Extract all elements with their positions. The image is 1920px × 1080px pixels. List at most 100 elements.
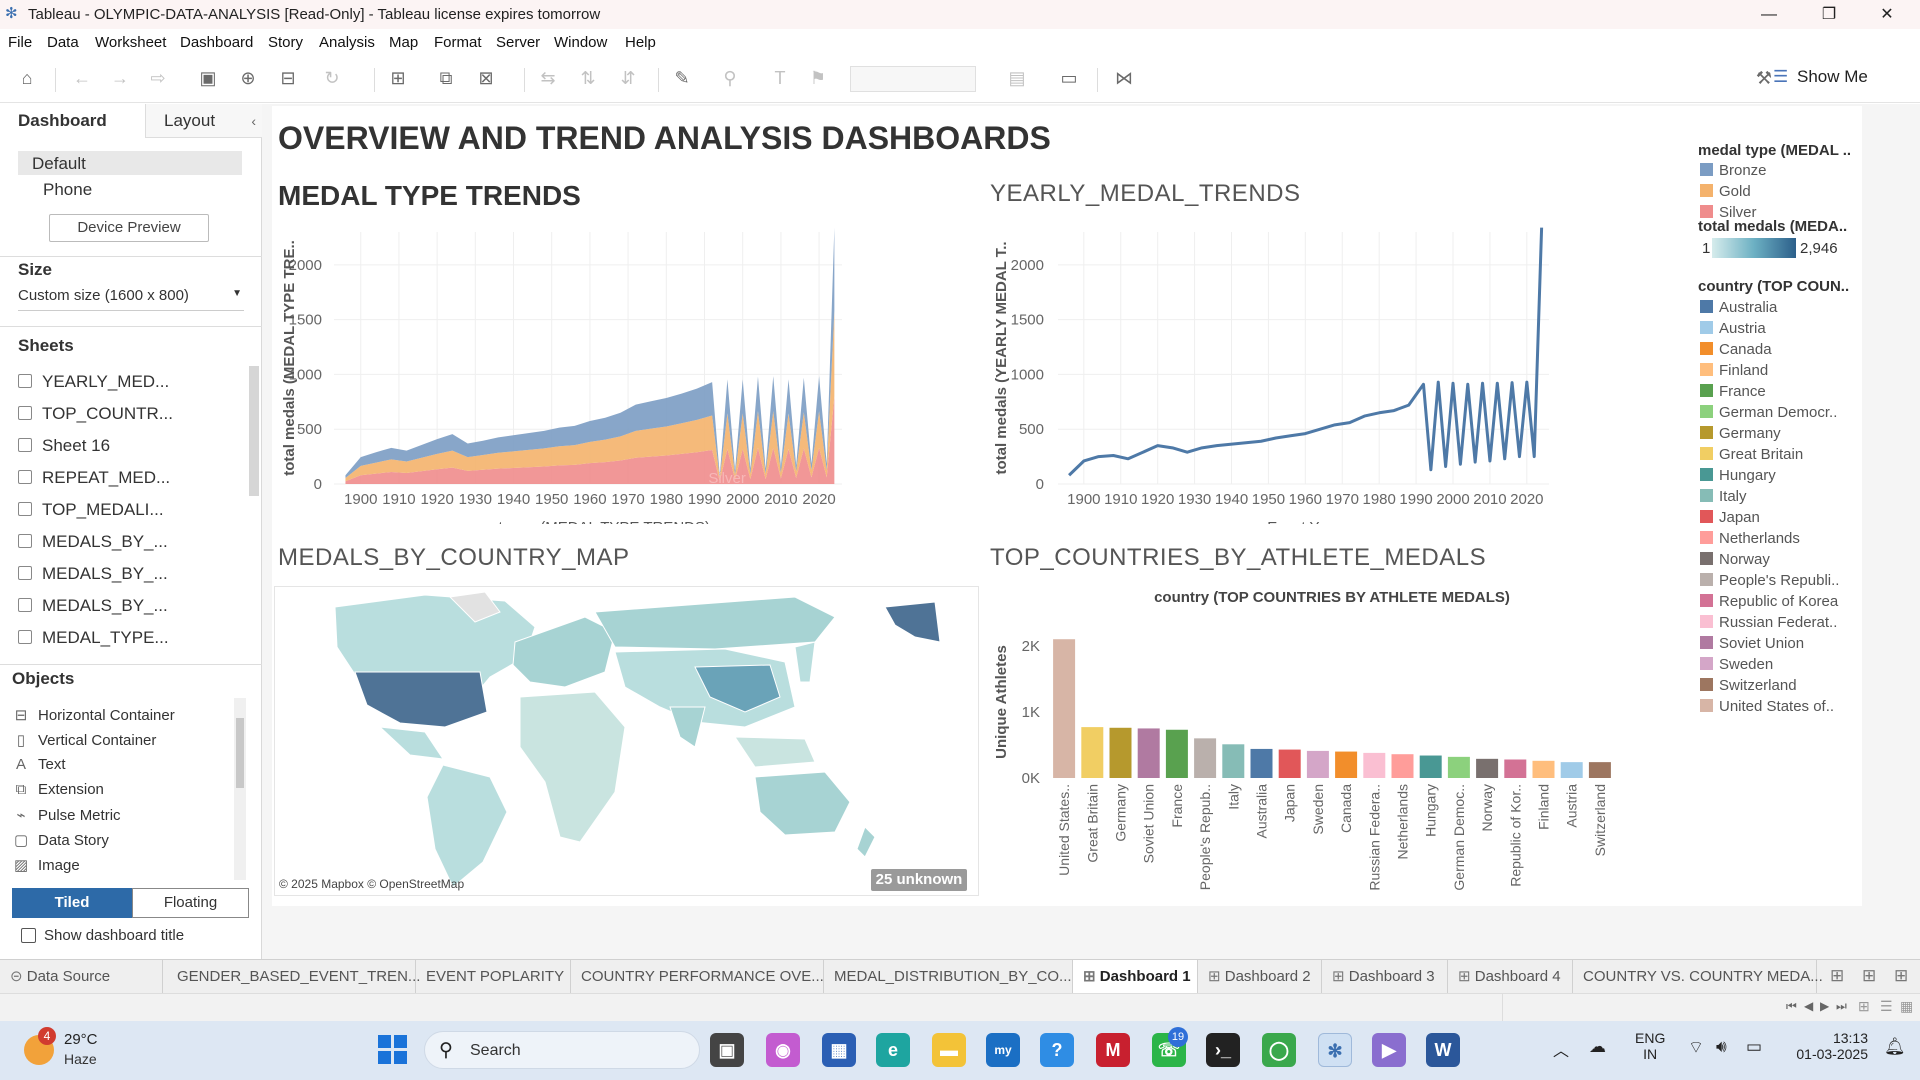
tab-sheet[interactable]: GENDER_BASED_EVENT_TREN... bbox=[167, 960, 420, 994]
map-india[interactable] bbox=[669, 706, 706, 748]
task-view-icon[interactable]: ▣ bbox=[710, 1033, 744, 1067]
tab-dashboard-1[interactable]: ⊞ Dashboard 1 bbox=[1073, 960, 1198, 994]
list-view-icon[interactable]: ☰ bbox=[1880, 998, 1893, 1014]
tableau-taskbar-icon[interactable]: ✻ bbox=[1318, 1033, 1352, 1067]
tab-sheet[interactable]: COUNTRY VS. COUNTRY MEDA... bbox=[1573, 960, 1823, 994]
redo-icon[interactable]: → bbox=[111, 68, 129, 88]
minimize-button[interactable]: — bbox=[1761, 6, 1777, 23]
filmstrip-view-icon[interactable]: ▦ bbox=[1900, 998, 1914, 1014]
medals-map[interactable]: © 2025 Mapbox © OpenStreetMap 25 unknown bbox=[274, 586, 979, 896]
home-icon[interactable]: ⌂ bbox=[21, 68, 33, 88]
menu-file[interactable]: File bbox=[8, 34, 33, 51]
word-icon[interactable]: W bbox=[1426, 1033, 1460, 1067]
windows-start-icon[interactable] bbox=[378, 1035, 408, 1065]
map-new-zealand[interactable] bbox=[856, 826, 876, 858]
floating-button[interactable]: Floating bbox=[132, 888, 249, 918]
grid-view-icon[interactable]: ⊞ bbox=[1858, 998, 1870, 1014]
map-greenland[interactable] bbox=[448, 591, 501, 623]
map-australia[interactable] bbox=[754, 771, 851, 836]
menu-dashboard[interactable]: Dashboard bbox=[180, 34, 254, 51]
tab-data-source[interactable]: ⊝ Data Source bbox=[0, 960, 163, 994]
object-image[interactable]: ▨ Image bbox=[14, 856, 80, 874]
copilot-icon[interactable]: ◉ bbox=[766, 1033, 800, 1067]
presentation-mode-icon[interactable]: ▭ bbox=[1060, 68, 1078, 88]
map-africa[interactable] bbox=[519, 691, 626, 843]
legend-item[interactable]: Austria bbox=[1700, 320, 1766, 337]
object-vertical-container[interactable]: ▯ Vertical Container bbox=[14, 731, 157, 749]
map-indonesia[interactable] bbox=[734, 736, 816, 768]
device-phone[interactable]: Phone bbox=[43, 180, 93, 199]
yearly-medal-line-chart[interactable]: 1900 1910 1920 1930 1940 1950 1960 1970 1980 1990… bbox=[984, 224, 1664, 524]
close-button[interactable]: ✕ bbox=[1880, 6, 1894, 23]
labels-icon[interactable]: T bbox=[774, 68, 786, 88]
legend-item[interactable]: Italy bbox=[1700, 488, 1747, 505]
legend-item[interactable]: People's Republi.. bbox=[1700, 572, 1839, 589]
sheet-item[interactable]: MEDALS_BY_... bbox=[18, 596, 168, 616]
sort-descending-icon[interactable]: ⇵ bbox=[620, 68, 636, 88]
show-me-icon[interactable]: ☰ bbox=[1773, 67, 1789, 86]
new-story-icon[interactable]: ⊞ bbox=[1894, 966, 1909, 985]
app-ring-icon[interactable]: ◯ bbox=[1262, 1033, 1296, 1067]
volume-icon[interactable]: 🔊︎ bbox=[1716, 1037, 1727, 1056]
last-sheet-icon[interactable]: ⏭ bbox=[1836, 999, 1847, 1013]
sheet-item[interactable]: Sheet 16 bbox=[18, 436, 110, 456]
menu-data[interactable]: Data bbox=[47, 34, 79, 51]
sheet-item[interactable]: TOP_MEDALI... bbox=[18, 500, 164, 520]
scrollbar-thumb[interactable] bbox=[236, 718, 244, 788]
pause-updates-icon[interactable]: ⊟ bbox=[280, 68, 296, 88]
onedrive-icon[interactable]: ☁ bbox=[1589, 1037, 1606, 1056]
notification-icon[interactable]: 🔔︎ bbox=[1884, 1037, 1906, 1056]
legend-item[interactable]: Australia bbox=[1700, 299, 1777, 316]
highlight-icon[interactable]: ✎ bbox=[674, 68, 690, 88]
legend-item[interactable]: Gold bbox=[1700, 183, 1751, 200]
prev-sheet-icon[interactable]: ◀ bbox=[1804, 999, 1814, 1013]
edge-icon[interactable]: e bbox=[876, 1033, 910, 1067]
new-worksheet-icon[interactable]: ⊞ bbox=[1830, 966, 1845, 985]
chevron-up-icon[interactable]: ︿ bbox=[1553, 1043, 1570, 1060]
map-europe[interactable] bbox=[512, 616, 616, 688]
legend-item[interactable]: Hungary bbox=[1700, 467, 1776, 484]
tab-sheet[interactable]: MEDAL_DISTRIBUTION_BY_CO... bbox=[824, 960, 1073, 994]
map-russia[interactable] bbox=[594, 596, 836, 650]
show-cards-icon[interactable]: ▤ bbox=[1008, 68, 1026, 88]
menu-analysis[interactable]: Analysis bbox=[319, 34, 375, 51]
object-extension[interactable]: ⧉ Extension bbox=[14, 781, 104, 798]
object-data-story[interactable]: ▢ Data Story bbox=[14, 831, 109, 849]
legend-item[interactable]: Switzerland bbox=[1700, 677, 1797, 694]
new-worksheet-icon[interactable]: ⊞ bbox=[390, 68, 406, 88]
map-south-america[interactable] bbox=[426, 764, 508, 888]
weather-temp[interactable]: 29°C bbox=[64, 1031, 98, 1048]
tab-dashboard[interactable]: Dashboard bbox=[0, 104, 145, 138]
legend-item[interactable]: Finland bbox=[1700, 362, 1768, 379]
new-dashboard-icon[interactable]: ⊞ bbox=[1862, 966, 1877, 985]
legend-item[interactable]: Norway bbox=[1700, 551, 1770, 568]
legend-item[interactable]: Russian Federat.. bbox=[1700, 614, 1837, 631]
menu-story[interactable]: Story bbox=[268, 34, 304, 51]
legend-item[interactable]: Republic of Korea bbox=[1700, 593, 1838, 610]
legend-item[interactable]: United States of.. bbox=[1700, 698, 1834, 715]
next-sheet-icon[interactable]: ▶ bbox=[1820, 999, 1830, 1013]
duplicate-icon[interactable]: ⧉ bbox=[439, 68, 453, 88]
legend-item[interactable]: Canada bbox=[1700, 341, 1772, 358]
legend-item[interactable]: France bbox=[1700, 383, 1766, 400]
legend-item[interactable]: Sweden bbox=[1700, 656, 1773, 673]
legend-item[interactable]: Netherlands bbox=[1700, 530, 1800, 547]
tab-dashboard-4[interactable]: ⊞ Dashboard 4 bbox=[1448, 960, 1573, 994]
tab-dashboard-3[interactable]: ⊞ Dashboard 3 bbox=[1322, 960, 1448, 994]
map-alaska[interactable] bbox=[884, 601, 941, 643]
sheet-item[interactable]: REPEAT_MED... bbox=[18, 468, 170, 488]
device-default[interactable]: Default bbox=[32, 154, 86, 173]
pin-icon[interactable]: ⚑ bbox=[809, 68, 827, 88]
new-data-source-icon[interactable]: ⊕ bbox=[240, 68, 256, 88]
legend-item[interactable]: Silver bbox=[1700, 204, 1757, 221]
store-icon[interactable]: ▦ bbox=[822, 1033, 856, 1067]
group-icon[interactable]: ⚲ bbox=[723, 68, 737, 88]
sheet-item[interactable]: MEDALS_BY_... bbox=[18, 564, 168, 584]
tiled-button[interactable]: Tiled bbox=[12, 888, 132, 918]
clock[interactable]: 13:13 01-03-2025 bbox=[1788, 1030, 1868, 1062]
legend-item[interactable]: Soviet Union bbox=[1700, 635, 1804, 652]
menu-format[interactable]: Format bbox=[434, 34, 482, 51]
tab-sheet[interactable]: EVENT POPLARITY bbox=[416, 960, 571, 994]
show-me-button[interactable]: Show Me bbox=[1797, 67, 1868, 86]
device-preview-button[interactable]: Device Preview bbox=[49, 214, 209, 242]
